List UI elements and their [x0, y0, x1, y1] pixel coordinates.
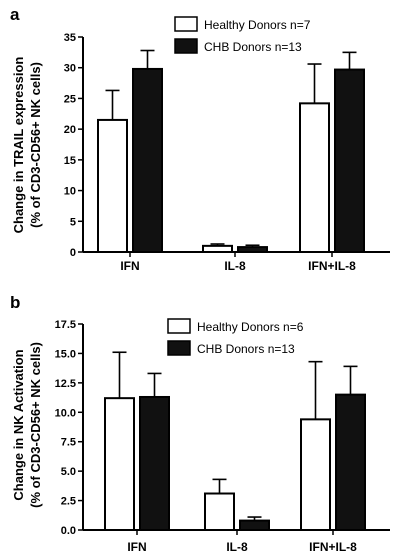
bar-healthy-ifn: [97, 118, 128, 253]
y-axis-label-b-line2: (% of CD3-CD56+ NK cells): [28, 342, 43, 508]
bar-chb-ifn-il-8: [334, 68, 365, 253]
plot-area-a: 0 5 10 15 20 25 30 35 IFN IL-8 IFN+IL-8 Healthy Don…: [64, 16, 390, 273]
y-tick-label: 15: [64, 155, 76, 167]
legend-swatch: [167, 340, 191, 356]
x-category-label: IL-8: [226, 540, 248, 554]
bar-chb-ifn-il-8: [335, 393, 366, 531]
y-tick-label: 30: [64, 63, 76, 75]
x-category-label: IFN+IL-8: [309, 540, 357, 554]
x-category-label: IFN: [127, 540, 146, 554]
legend-swatch: [174, 16, 198, 32]
bar-healthy-ifn: [104, 397, 135, 531]
legend-label: Healthy Donors n=6: [197, 320, 304, 334]
bar-chb-ifn: [139, 395, 170, 531]
legend-label: CHB Donors n=13: [204, 40, 302, 54]
chart-panel-a: a Change in TRAIL expression (% of CD3-C…: [10, 5, 390, 273]
bar-healthy-il-8: [204, 492, 235, 532]
y-tick-label: 15.0: [55, 348, 76, 360]
bar-healthy-ifn-il-8: [299, 102, 330, 254]
plot-area-b: 0.0 2.5 5.0 7.5 10.0 12.5 15.0 17.5 IFN IL-8 IFN+I…: [55, 318, 390, 554]
y-tick-label: 12.5: [55, 378, 76, 390]
y-tick-label: 0: [70, 247, 76, 259]
y-tick-label: 17.5: [55, 319, 76, 331]
legend-label: Healthy Donors n=7: [204, 18, 311, 32]
y-tick-label: 10.0: [55, 407, 76, 419]
panel-letter-a: a: [10, 5, 20, 24]
y-axis-label-b-line1: Change in NK Activation: [11, 349, 26, 500]
bar-healthy-il-8: [202, 244, 233, 254]
panel-letter-b: b: [10, 293, 20, 312]
x-category-label: IFN+IL-8: [308, 259, 356, 273]
y-tick-label: 5: [70, 216, 76, 228]
y-tick-label: 5.0: [61, 466, 76, 478]
chart-panel-b: b Change in NK Activation (% of CD3-CD56…: [10, 293, 390, 554]
x-category-label: IFN: [120, 259, 139, 273]
y-tick-label: 20: [64, 124, 76, 136]
y-axis-label-a-line2: (% of CD3-CD56+ NK cells): [28, 62, 43, 228]
legend-label: CHB Donors n=13: [197, 342, 295, 356]
legend-swatch: [174, 38, 198, 54]
y-tick-label: 35: [64, 32, 76, 44]
y-tick-label: 0.0: [61, 525, 76, 537]
bar-chb-il-8: [237, 246, 268, 253]
y-tick-label: 2.5: [61, 496, 76, 508]
y-tick-label: 10: [64, 186, 76, 198]
legend-swatch: [167, 318, 191, 334]
y-tick-label: 25: [64, 93, 76, 105]
bar-healthy-ifn-il-8: [300, 418, 331, 531]
bar-chb-ifn: [132, 67, 163, 253]
y-tick-label: 7.5: [61, 437, 76, 449]
bar-chb-il-8: [239, 519, 270, 532]
x-category-label: IL-8: [224, 259, 246, 273]
y-axis-label-a-line1: Change in TRAIL expression: [11, 57, 26, 234]
